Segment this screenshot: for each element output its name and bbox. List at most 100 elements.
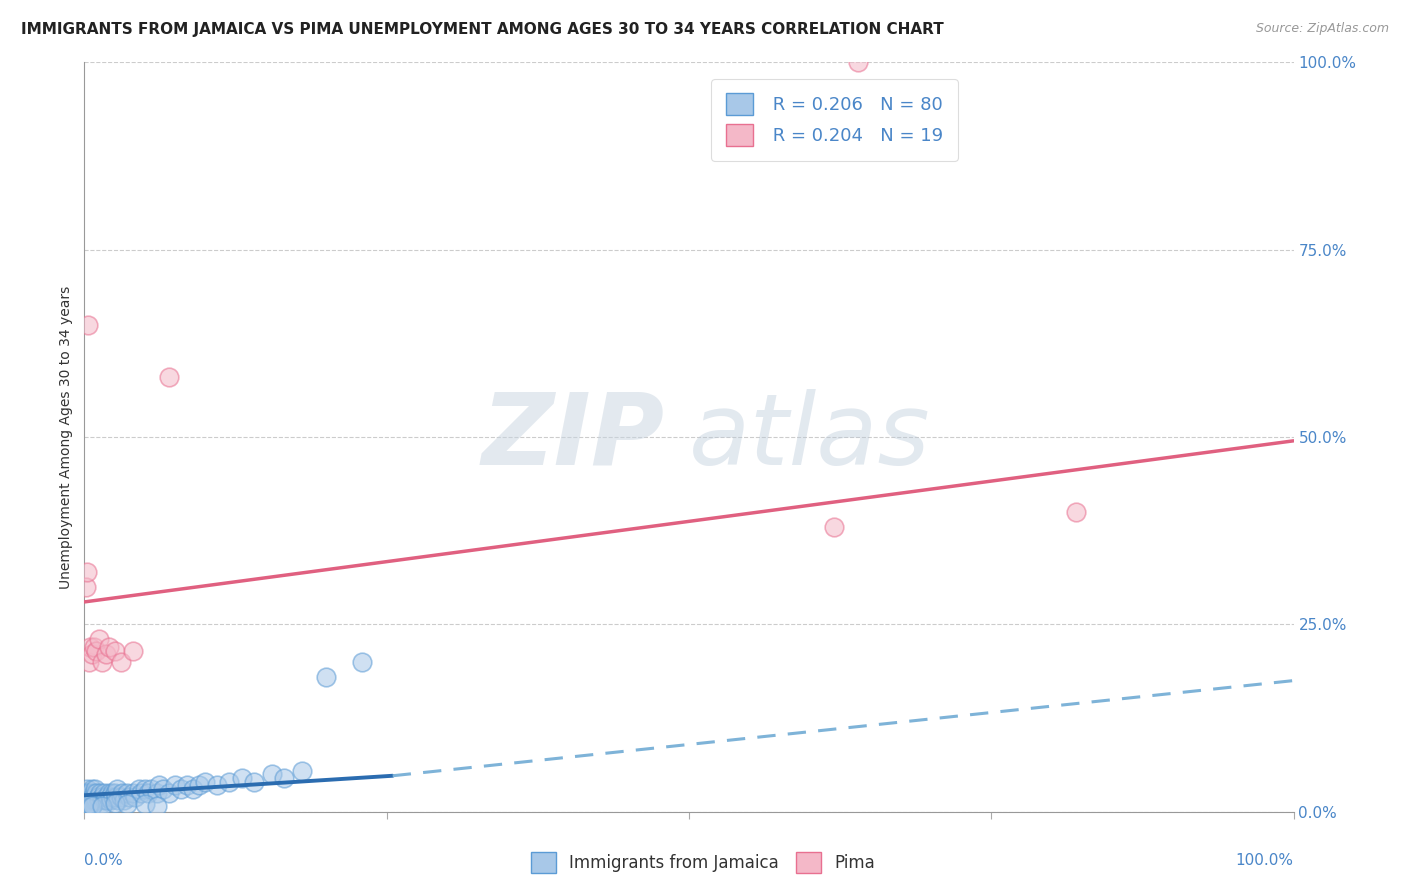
Point <box>115 797 138 812</box>
Point <box>115 786 138 800</box>
Point <box>77 318 100 332</box>
Point <box>104 786 127 800</box>
Point <box>100 793 122 807</box>
Point <box>273 771 295 785</box>
Point <box>77 801 100 815</box>
Point <box>94 789 117 804</box>
Point <box>84 782 107 797</box>
Point <box>242 774 264 789</box>
Point <box>77 786 100 800</box>
Point <box>291 764 314 778</box>
Point <box>91 655 114 669</box>
Point <box>157 370 180 384</box>
Point <box>86 786 108 800</box>
Point <box>101 786 124 800</box>
Point <box>91 789 114 804</box>
Legend:  R = 0.206   N = 80,  R = 0.204   N = 19: R = 0.206 N = 80, R = 0.204 N = 19 <box>711 79 957 161</box>
Point <box>146 786 169 800</box>
Y-axis label: Unemployment Among Ages 30 to 34 years: Unemployment Among Ages 30 to 34 years <box>59 285 73 589</box>
Point <box>86 643 108 657</box>
Point <box>76 797 98 812</box>
Point <box>231 771 253 785</box>
Point <box>87 793 110 807</box>
Point <box>118 789 141 804</box>
Point <box>76 789 98 804</box>
Legend: Immigrants from Jamaica, Pima: Immigrants from Jamaica, Pima <box>524 846 882 880</box>
Point <box>846 55 869 70</box>
Point <box>97 786 120 800</box>
Point <box>80 793 103 807</box>
Point <box>823 520 845 534</box>
Point <box>165 779 187 793</box>
Point <box>89 786 111 800</box>
Point <box>94 648 117 662</box>
Point <box>93 786 115 800</box>
Point <box>77 801 100 815</box>
Point <box>188 779 211 793</box>
Point <box>91 798 114 813</box>
Point <box>90 797 112 812</box>
Point <box>110 789 132 804</box>
Text: atlas: atlas <box>689 389 931 485</box>
Point <box>105 782 128 797</box>
Point <box>75 793 97 807</box>
Point <box>121 643 143 657</box>
Point <box>181 782 204 797</box>
Point <box>75 580 97 594</box>
Point <box>121 786 143 800</box>
Point <box>80 798 103 813</box>
Point <box>352 655 374 669</box>
Point <box>139 782 162 797</box>
Point <box>128 782 150 797</box>
Point <box>77 789 100 804</box>
Point <box>77 797 100 812</box>
Point <box>134 782 156 797</box>
Text: IMMIGRANTS FROM JAMAICA VS PIMA UNEMPLOYMENT AMONG AGES 30 TO 34 YEARS CORRELATI: IMMIGRANTS FROM JAMAICA VS PIMA UNEMPLOY… <box>21 22 943 37</box>
Point <box>73 789 96 804</box>
Point <box>79 797 101 812</box>
Point <box>84 789 107 804</box>
Point <box>79 786 101 800</box>
Point <box>76 782 98 797</box>
Point <box>152 782 174 797</box>
Point <box>134 797 156 812</box>
Point <box>315 670 337 684</box>
Point <box>80 648 103 662</box>
Text: 100.0%: 100.0% <box>1236 853 1294 868</box>
Point <box>157 786 180 800</box>
Point <box>79 640 101 654</box>
Point <box>77 655 100 669</box>
Point <box>86 789 108 804</box>
Text: Source: ZipAtlas.com: Source: ZipAtlas.com <box>1256 22 1389 36</box>
Point <box>104 796 127 810</box>
Point <box>98 789 121 804</box>
Point <box>111 786 134 800</box>
Text: 0.0%: 0.0% <box>84 853 124 868</box>
Point <box>207 779 229 793</box>
Point <box>77 793 100 807</box>
Point <box>110 655 132 669</box>
Point <box>103 789 125 804</box>
Point <box>176 779 198 793</box>
Point <box>260 767 283 781</box>
Point <box>83 793 105 807</box>
Point <box>104 643 127 657</box>
Point <box>83 786 105 800</box>
Point <box>124 789 146 804</box>
Point <box>107 793 129 807</box>
Text: ZIP: ZIP <box>482 389 665 485</box>
Point <box>87 632 110 647</box>
Point <box>76 565 98 579</box>
Point <box>112 793 135 807</box>
Point <box>138 786 160 800</box>
Point <box>83 640 105 654</box>
Point <box>94 793 117 807</box>
Point <box>96 793 118 807</box>
Point <box>86 793 108 807</box>
Point <box>148 779 170 793</box>
Point <box>146 798 169 813</box>
Point <box>170 782 193 797</box>
Point <box>129 786 152 800</box>
Point <box>1064 505 1087 519</box>
Point <box>194 774 217 789</box>
